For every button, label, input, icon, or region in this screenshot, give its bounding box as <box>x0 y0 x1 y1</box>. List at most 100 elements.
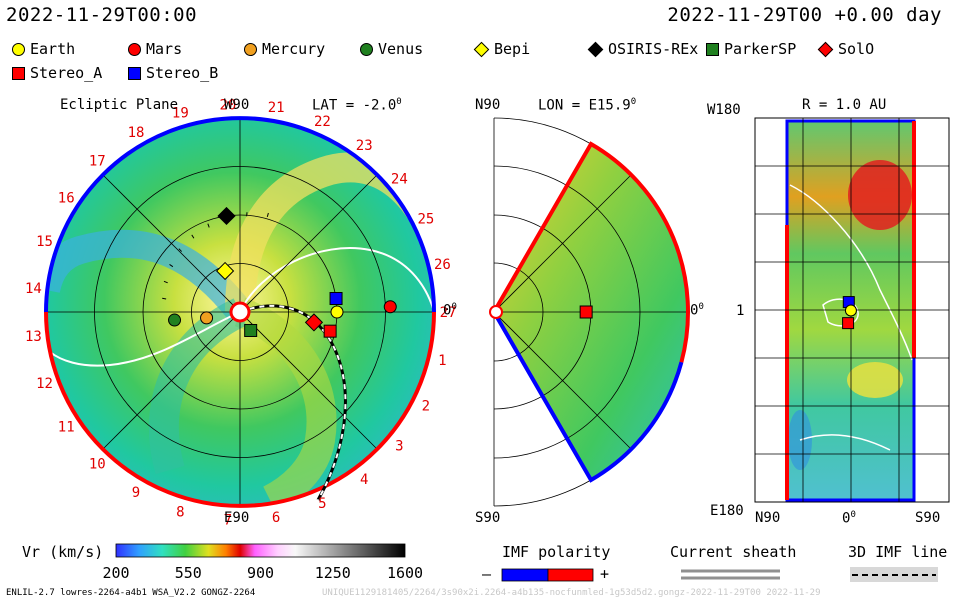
imf-line-sample <box>850 567 938 582</box>
rim-label: 14 <box>25 281 42 297</box>
meridional-lon: LON = E15.90 <box>538 97 637 114</box>
legend-swatch-mars <box>128 42 141 56</box>
legend-label: OSIRIS-REx <box>608 40 699 58</box>
marker-parkersp <box>244 323 258 337</box>
ecliptic-lat: LAT = -2.00 <box>312 97 402 114</box>
rim-label: 23 <box>356 138 373 154</box>
rim-label: 22 <box>314 114 331 130</box>
marker-earth <box>330 305 344 319</box>
header-relative-time: 2022-11-29T00 +0.00 day <box>667 4 942 26</box>
imf-plus: + <box>600 565 610 583</box>
rim-label: 27 <box>440 305 457 321</box>
vr-colorbar <box>115 543 406 558</box>
map-bottom-left: E180 <box>710 503 744 519</box>
legend-label: Mercury <box>262 40 326 58</box>
rim-label: 15 <box>36 234 53 250</box>
legend-label: Stereo_A <box>30 64 103 82</box>
imf-negative-swatch <box>501 568 549 582</box>
meridional-right-label: 00 <box>690 302 704 319</box>
map-panel <box>754 117 950 503</box>
rim-label: 25 <box>417 212 434 228</box>
rim-label: 3 <box>395 439 403 455</box>
legend-label: Stereo_B <box>146 64 219 82</box>
legend-item-earth: Earth <box>12 40 75 58</box>
marker-stereo-a <box>842 317 855 330</box>
colorbar-tick: 550 <box>175 564 202 582</box>
imf-polarity-title: IMF polarity <box>502 543 611 561</box>
rim-label: 4 <box>360 472 368 488</box>
colorbar-tick: 900 <box>247 564 274 582</box>
marker-mercury <box>200 311 214 325</box>
legend-item-stereo-b: Stereo_B <box>128 64 218 82</box>
ecliptic-top-label: W90 <box>224 97 250 113</box>
rim-label: 21 <box>268 100 285 116</box>
current-sheath-sample <box>681 567 780 582</box>
legend-label: Venus <box>378 40 424 58</box>
ecliptic-title: Ecliptic Plane <box>60 97 179 113</box>
legend-item-solo: SolO <box>817 40 875 58</box>
rim-label: 16 <box>58 191 75 207</box>
colorbar-tick: 1600 <box>387 564 423 582</box>
map-x-right: S90 <box>915 510 941 526</box>
legend-label: Earth <box>30 40 76 58</box>
rim-label: 1 <box>438 353 446 369</box>
marker-stereo-a <box>579 305 593 319</box>
marker-earth <box>844 304 857 317</box>
legend-item-parkersp: ParkerSP <box>706 40 796 58</box>
rim-label: 19 <box>172 106 189 122</box>
legend-swatch-earth <box>12 42 25 56</box>
legend-label: Mars <box>146 40 183 58</box>
map-top-left: W180 <box>707 102 741 118</box>
legend-item-mercury: Mercury <box>244 40 325 58</box>
meridional-top-label: N90 <box>475 97 501 113</box>
rim-label: 20 <box>219 97 236 113</box>
legend-label: SolO <box>838 40 875 58</box>
ecliptic-bottom-label: E90 <box>224 510 250 526</box>
legend-swatch-stereo-b <box>128 66 141 80</box>
legend-swatch-parkersp <box>706 42 719 56</box>
rim-label: 5 <box>318 496 326 512</box>
legend-item-venus: Venus <box>360 40 423 58</box>
legend-item-mars: Mars <box>128 40 182 58</box>
colorbar-tick: 200 <box>102 564 129 582</box>
rim-label: 10 <box>89 456 106 472</box>
rim-label: 9 <box>132 485 140 501</box>
marker-osiris-rex <box>217 206 236 226</box>
imf-positive-swatch <box>547 568 594 582</box>
current-sheath-title: Current sheath <box>670 543 797 561</box>
map-left-mid: 1 <box>736 303 745 319</box>
marker-stereo-a <box>323 324 337 338</box>
rim-label: 26 <box>434 257 451 273</box>
footer-model-info: ENLIL-2.7 lowres-2264-a4b1 WSA_V2.2 GONG… <box>6 588 256 598</box>
rim-label: 17 <box>89 154 106 170</box>
rim-label: 12 <box>36 376 53 392</box>
rim-label: 7 <box>224 513 232 529</box>
rim-label: 6 <box>272 510 280 526</box>
ecliptic-right-label: 00 <box>443 302 457 319</box>
rim-label: 2 <box>422 398 430 414</box>
rim-label: 18 <box>128 125 145 141</box>
meridional-bottom-label: S90 <box>475 510 501 526</box>
rim-label: 11 <box>58 419 75 435</box>
map-x-mid: 00 <box>842 510 856 527</box>
marker-mars <box>383 300 397 314</box>
legend-item-bepi: Bepi <box>473 40 531 58</box>
imf-line-title: 3D IMF line <box>848 543 948 561</box>
colorbar-label: Vr (km/s) <box>22 543 104 561</box>
map-x-left: N90 <box>755 510 781 526</box>
imf-minus: – <box>482 565 492 583</box>
legend-label: Bepi <box>494 40 531 58</box>
rim-label: 13 <box>25 329 42 345</box>
map-title: R = 1.0 AU <box>802 97 887 113</box>
marker-bepi <box>215 261 235 281</box>
marker-solo <box>304 313 324 332</box>
marker-venus <box>168 313 182 327</box>
header-datetime: 2022-11-29T00:00 <box>6 4 198 26</box>
legend-label: ParkerSP <box>724 40 797 58</box>
meridional-panel <box>489 117 690 507</box>
legend-swatch-venus <box>360 42 373 56</box>
legend-swatch-stereo-a <box>12 66 25 80</box>
legend-item-stereo-a: Stereo_A <box>12 64 102 82</box>
